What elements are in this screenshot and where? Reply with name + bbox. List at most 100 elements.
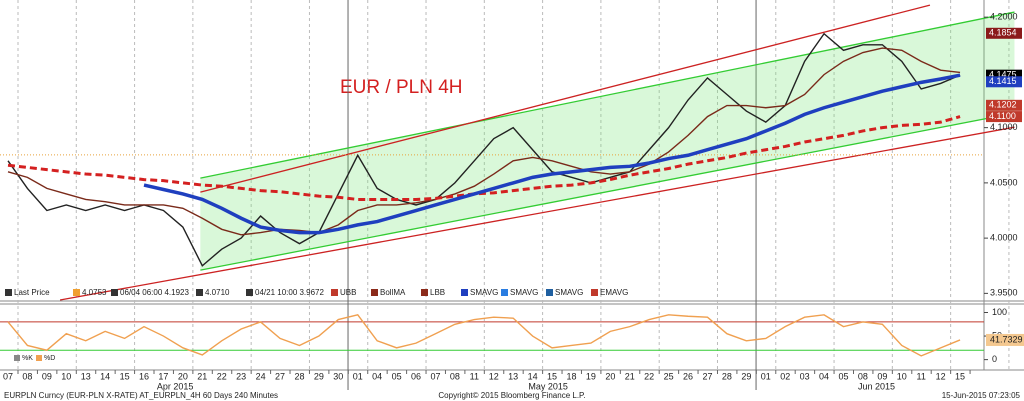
legend-entry: %D xyxy=(44,355,55,362)
price-label-box xyxy=(986,76,1022,88)
x-tick-label: 12 xyxy=(936,371,946,381)
x-tick-label: 15 xyxy=(955,371,965,381)
legend-swatch xyxy=(36,355,42,361)
trendline xyxy=(200,11,1015,179)
x-tick-label: 26 xyxy=(683,371,693,381)
x-tick-label: 29 xyxy=(314,371,324,381)
x-tick-label: 22 xyxy=(644,371,654,381)
x-tick-label: 06 xyxy=(411,371,421,381)
series-line xyxy=(7,314,961,357)
x-tick-label: 13 xyxy=(81,371,91,381)
value-label: 41.7329 xyxy=(990,334,1023,344)
series-line xyxy=(7,47,961,236)
y-tick-label: 4.0500 xyxy=(990,177,1018,187)
x-tick-label: 20 xyxy=(605,371,615,381)
y-tick-label: 4.1000 xyxy=(990,122,1018,132)
x-tick-label: 27 xyxy=(275,371,285,381)
channel-fill xyxy=(200,12,1015,271)
x-tick-label: 21 xyxy=(197,371,207,381)
chart-title: EUR / PLN 4H xyxy=(340,77,462,98)
x-tick-label: 08 xyxy=(450,371,460,381)
x-tick-label: 28 xyxy=(722,371,732,381)
legend-entry: %K xyxy=(22,355,33,362)
legend-swatch xyxy=(111,289,118,296)
price-label: 4.1100 xyxy=(989,111,1016,121)
x-tick-label: 15 xyxy=(547,371,557,381)
legend-swatch xyxy=(246,289,253,296)
legend-entry: EMAVG xyxy=(600,288,628,297)
legend-swatch xyxy=(14,355,20,361)
x-tick-label: 16 xyxy=(139,371,149,381)
price-label: 4.1475 xyxy=(989,70,1017,80)
legend-swatch xyxy=(331,289,338,296)
series-line xyxy=(143,73,961,235)
trendline xyxy=(200,112,1015,271)
y-tick-label: 0 xyxy=(992,354,997,364)
x-tick-label: 14 xyxy=(100,371,110,381)
y-tick-label: 100 xyxy=(992,307,1007,317)
x-tick-label: 05 xyxy=(392,371,402,381)
x-tick-label: 13 xyxy=(508,371,518,381)
x-tick-label: 22 xyxy=(217,371,227,381)
legend-entry: 04/21 10:00 3.9672 xyxy=(255,288,325,297)
x-tick-label: 20 xyxy=(178,371,188,381)
x-tick-label: 23 xyxy=(236,371,246,381)
x-tick-label: 04 xyxy=(372,371,382,381)
x-tick-label: 01 xyxy=(761,371,771,381)
series-line xyxy=(7,115,961,201)
x-tick-label: 27 xyxy=(702,371,712,381)
price-label-box xyxy=(986,111,1022,123)
x-tick-label: 07 xyxy=(3,371,13,381)
x-tick-label: 03 xyxy=(800,371,810,381)
month-label: May 2015 xyxy=(528,381,568,391)
legend-swatch xyxy=(421,289,428,296)
legend-entry: SMAVG xyxy=(510,288,538,297)
x-tick-label: 30 xyxy=(333,371,343,381)
price-label: 4.1854 xyxy=(989,28,1017,38)
x-tick-label: 12 xyxy=(489,371,499,381)
x-tick-label: 19 xyxy=(586,371,596,381)
x-tick-label: 11 xyxy=(917,371,926,381)
x-tick-label: 21 xyxy=(625,371,635,381)
legend-swatch xyxy=(501,289,508,296)
x-tick-label: 09 xyxy=(877,371,887,381)
x-tick-label: 02 xyxy=(780,371,790,381)
legend-swatch xyxy=(371,289,378,296)
y-tick-label: 3.9500 xyxy=(990,288,1018,298)
price-label-box xyxy=(986,27,1022,39)
x-tick-label: 15 xyxy=(120,371,130,381)
y-tick-label: 4.0000 xyxy=(990,233,1018,243)
y-tick-label: 4.2000 xyxy=(990,12,1018,22)
x-tick-label: 11 xyxy=(470,371,479,381)
legend-entry: UBB xyxy=(340,288,356,297)
legend-entry: SMAVG xyxy=(555,288,583,297)
value-label-box xyxy=(986,333,1024,346)
legend-swatch xyxy=(73,289,80,296)
trendline xyxy=(59,126,1015,301)
x-tick-label: 17 xyxy=(158,371,168,381)
x-tick-label: 08 xyxy=(858,371,868,381)
trendline xyxy=(200,4,931,193)
month-label: Jun 2015 xyxy=(858,381,895,391)
x-tick-label: 05 xyxy=(838,371,848,381)
price-label-box xyxy=(986,69,1022,81)
x-tick-label: 10 xyxy=(897,371,907,381)
footer-left: EURPLN Curncy (EUR-PLN X-RATE) AT_EURPLN… xyxy=(4,391,278,400)
footer-right: 15-Jun-2015 07:23:05 xyxy=(942,391,1021,400)
legend-entry: SMAVG xyxy=(470,288,498,297)
legend-swatch xyxy=(196,289,203,296)
legend-swatch xyxy=(546,289,553,296)
legend-swatch xyxy=(5,289,12,296)
legend-entry: LBB xyxy=(430,288,445,297)
x-tick-label: 04 xyxy=(819,371,829,381)
legend-entry: BollMA xyxy=(380,288,406,297)
x-tick-label: 24 xyxy=(256,371,266,381)
series-line xyxy=(7,32,961,267)
legend-entry: 4.0753 xyxy=(82,288,107,297)
x-tick-label: 29 xyxy=(741,371,751,381)
legend-swatch xyxy=(461,289,468,296)
legend-swatch xyxy=(591,289,598,296)
x-tick-label: 14 xyxy=(528,371,538,381)
price-label-box xyxy=(986,99,1022,111)
